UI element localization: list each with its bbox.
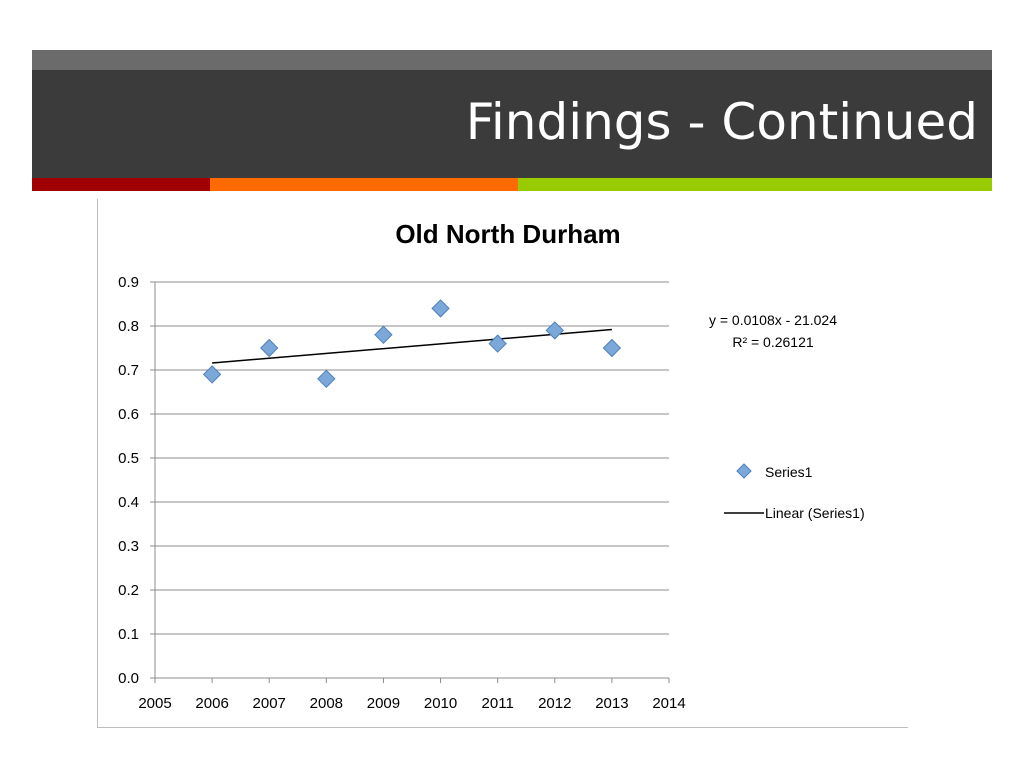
chart-title: Old North Durham [395, 219, 620, 249]
x-tick-label-2014: 2014 [652, 695, 685, 712]
x-tick-label-2013: 2013 [595, 695, 628, 712]
legend: Series1 Linear (Series1) [724, 463, 865, 521]
header-band: Findings - Continued [32, 70, 992, 178]
y-tick-label-0.2: 0.2 [118, 582, 139, 599]
legend-label-trendline: Linear (Series1) [765, 505, 865, 521]
y-tick-labels: 0.0 0.1 0.2 0.3 0.4 0.5 0.6 0.7 0.8 0.9 [118, 274, 139, 687]
x-tick-label-2012: 2012 [538, 695, 571, 712]
accent-stripe-green [518, 178, 992, 191]
data-point-2008 [317, 369, 336, 388]
y-tick-label-0.3: 0.3 [118, 538, 139, 555]
data-point-2009 [374, 325, 393, 344]
trendline [212, 328, 612, 364]
data-points [202, 299, 622, 388]
data-point-2006 [202, 365, 222, 384]
x-tick-label-2006: 2006 [195, 695, 228, 712]
accent-stripe-orange [210, 178, 518, 191]
y-tick-label-0.5: 0.5 [118, 450, 139, 467]
x-tick-label-2008: 2008 [310, 695, 343, 712]
y-tick-label-0.6: 0.6 [118, 406, 139, 423]
y-tick-label-0.4: 0.4 [118, 494, 139, 511]
r-squared-value: R² = 0.26121 [732, 334, 814, 350]
data-point-2011 [488, 334, 507, 353]
y-tick-label-0.1: 0.1 [118, 626, 139, 643]
trendline-equation: y = 0.0108x - 21.024 [709, 312, 837, 328]
gridlines [155, 281, 669, 635]
x-tick-label-2009: 2009 [367, 695, 400, 712]
x-tick-label-2010: 2010 [424, 695, 457, 712]
x-tick-label-2007: 2007 [253, 695, 286, 712]
data-point-2013 [602, 338, 622, 358]
legend-marker-series1 [736, 463, 752, 479]
legend-label-series1: Series1 [765, 464, 813, 480]
slide-title: Findings - Continued [465, 93, 978, 151]
y-tick-label-0.9: 0.9 [118, 274, 139, 291]
x-tick-label-2005: 2005 [138, 695, 171, 712]
accent-stripe-red [32, 178, 210, 191]
scatter-chart: Old North Durham 0.00.10.20.30.40.50.60.… [118, 219, 865, 712]
x-tick-label-2011: 2011 [482, 695, 514, 712]
x-tick-labels: 2005 2006 2007 2008 2009 2010 2011 2012 2013 2014 [138, 695, 685, 712]
data-point-2012 [545, 321, 564, 340]
y-tick-label-0.0: 0.0 [118, 670, 139, 687]
y-tick-label-0.7: 0.7 [118, 362, 139, 379]
y-tick-label-0.8: 0.8 [118, 318, 139, 335]
axes [150, 281, 670, 683]
header-top-band [32, 50, 992, 70]
data-point-2010 [431, 299, 450, 318]
data-point-2007 [260, 338, 279, 358]
chart-frame: Old North Durham 0.0 0.1 0.2 0.3 0.4 0.5 0.6 0.… [97, 199, 908, 728]
